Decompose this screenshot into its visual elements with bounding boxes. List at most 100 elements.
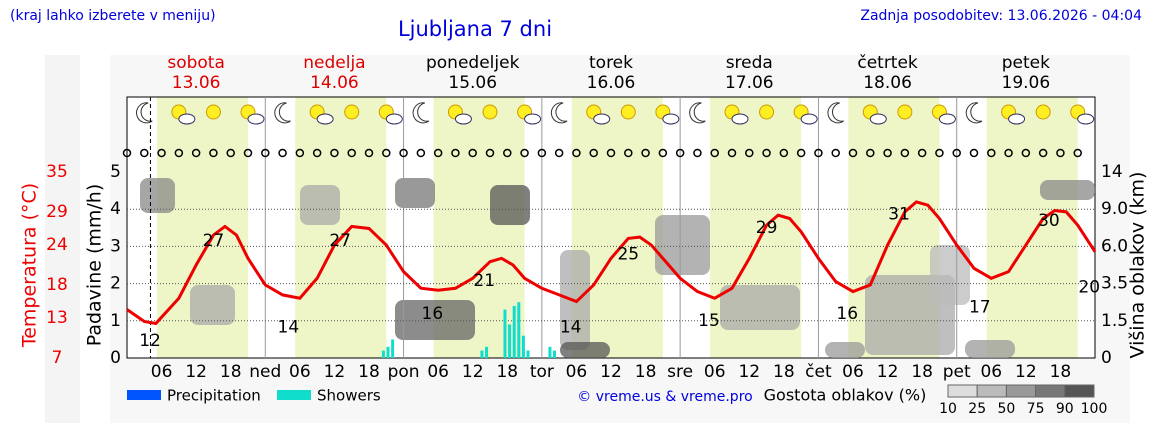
temperature-label: 14 bbox=[278, 318, 300, 338]
bar bbox=[391, 339, 395, 358]
sun-icon bbox=[759, 104, 775, 120]
x-day-label: sre bbox=[667, 362, 693, 382]
wind-icon bbox=[554, 148, 564, 158]
wind-icon bbox=[278, 148, 287, 158]
wind-icon bbox=[624, 148, 633, 158]
wind-icon bbox=[261, 148, 270, 158]
temperature-line bbox=[126, 200, 1097, 326]
title: Ljubljana 7 dni bbox=[398, 17, 552, 41]
x-day-label: pon bbox=[388, 362, 420, 382]
cloud-icon bbox=[800, 113, 818, 125]
day-date: 14.06 bbox=[310, 73, 359, 93]
wind-icon bbox=[347, 148, 356, 158]
cloud-blob bbox=[140, 178, 175, 213]
day-name: torek bbox=[589, 53, 633, 73]
x-tick-label: 18 bbox=[1050, 362, 1072, 382]
day-date: 15.06 bbox=[448, 73, 497, 93]
x-tick-label: 06 bbox=[289, 362, 311, 382]
temperature-label: 12 bbox=[139, 331, 161, 351]
temperature-label: 27 bbox=[203, 231, 225, 251]
cloud-icon bbox=[731, 113, 749, 125]
wind-icon bbox=[416, 148, 426, 158]
wind-icon bbox=[503, 148, 512, 158]
wind-icon bbox=[537, 148, 547, 158]
colorbar-label: 100 bbox=[1081, 401, 1108, 417]
moon-icon bbox=[827, 102, 845, 124]
wind-icon bbox=[658, 148, 668, 158]
cloud-blob bbox=[560, 342, 610, 358]
cloud-icon bbox=[316, 113, 334, 125]
x-tick-label: 12 bbox=[462, 362, 484, 382]
moon-icon bbox=[550, 102, 568, 124]
bar bbox=[508, 324, 512, 358]
cloud-icon bbox=[869, 113, 887, 125]
temperature-label: 29 bbox=[756, 218, 778, 238]
cloud-blob bbox=[395, 178, 435, 208]
wind-icon bbox=[952, 148, 961, 158]
colorbar-label: 25 bbox=[968, 401, 986, 417]
credit: © vreme.us & vreme.pro bbox=[577, 389, 752, 405]
cloud-icon bbox=[938, 113, 956, 125]
day-name: petek bbox=[1002, 53, 1050, 73]
temperature-label: 20 bbox=[1078, 278, 1100, 298]
colorbar-label: 10 bbox=[939, 401, 957, 417]
colorbar-box bbox=[947, 384, 978, 398]
y-tick-label: 1 bbox=[110, 311, 121, 331]
wind-icon bbox=[883, 148, 892, 158]
wind-icon bbox=[485, 148, 495, 158]
temperature-tick-label: 18 bbox=[46, 275, 68, 295]
colorbar-box bbox=[1035, 384, 1066, 398]
wind-icon bbox=[848, 148, 858, 158]
wind-icon bbox=[451, 148, 460, 158]
wind-icon bbox=[295, 148, 305, 158]
x-tick-label: 18 bbox=[911, 362, 933, 382]
y2-tick-label: 3.5 bbox=[1101, 274, 1128, 294]
colorbar-label: 75 bbox=[1027, 401, 1045, 417]
cloud-icon bbox=[1077, 113, 1095, 125]
x-tick-label: 06 bbox=[427, 362, 449, 382]
cloud-icon bbox=[1008, 113, 1026, 125]
wind-icon bbox=[433, 148, 443, 158]
sun-icon bbox=[1035, 104, 1051, 120]
cloud-blob bbox=[1040, 180, 1095, 200]
day-name: sreda bbox=[726, 53, 773, 73]
wind-icon bbox=[727, 148, 737, 158]
temperature-label: 21 bbox=[473, 271, 495, 291]
x-day-label: tor bbox=[530, 362, 554, 382]
sun-icon bbox=[482, 104, 498, 120]
bar bbox=[553, 350, 557, 358]
wind-icon bbox=[1038, 148, 1048, 158]
wind-icon bbox=[606, 148, 616, 158]
wind-icon bbox=[710, 148, 719, 158]
x-tick-label: 12 bbox=[324, 362, 346, 382]
wind-icon bbox=[779, 148, 789, 158]
wind-icon bbox=[243, 148, 253, 158]
daylight bbox=[986, 97, 1078, 358]
x-tick-label: 06 bbox=[980, 362, 1002, 382]
note: (kraj lahko izberete v meniju) bbox=[10, 8, 216, 24]
colorbar-box bbox=[976, 384, 1007, 398]
sun-icon bbox=[897, 104, 913, 120]
wind-icon bbox=[1004, 148, 1013, 158]
cloud-blob bbox=[300, 185, 340, 225]
y2-tick-label: 9.0 bbox=[1101, 199, 1128, 219]
wind-icon bbox=[364, 148, 374, 158]
temperature-label: 17 bbox=[969, 298, 991, 318]
temperature-label: 16 bbox=[422, 304, 444, 324]
y2-tick-label: 6.0 bbox=[1101, 236, 1128, 256]
temperature-label: 16 bbox=[836, 304, 858, 324]
legend-swatch bbox=[277, 390, 311, 400]
bar bbox=[480, 350, 484, 358]
y-tick-label: 3 bbox=[110, 236, 121, 256]
temperature-label: 31 bbox=[888, 205, 910, 225]
bar bbox=[485, 346, 489, 358]
day-date: 17.06 bbox=[725, 73, 774, 93]
wind-icon bbox=[745, 148, 754, 158]
x-tick-label: 12 bbox=[600, 362, 622, 382]
day-date: 18.06 bbox=[863, 73, 912, 93]
wind-icon bbox=[675, 148, 685, 158]
y2-tick-label: 14 bbox=[1101, 162, 1123, 182]
x-tick-label: 06 bbox=[566, 362, 588, 382]
y2-tick-label: 1.5 bbox=[1101, 311, 1128, 331]
